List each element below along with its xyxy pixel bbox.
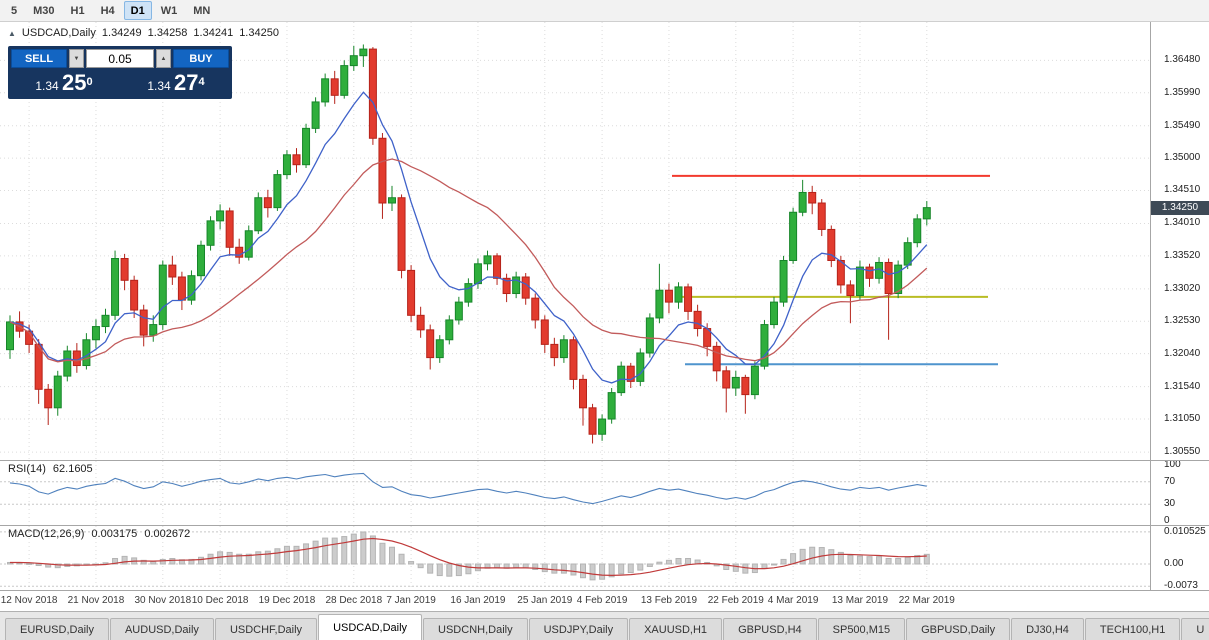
chart-tab-USDJPY-Daily[interactable]: USDJPY,Daily — [528, 618, 629, 640]
chart-tab-GBPUSD-H4[interactable]: GBPUSD,H4 — [723, 618, 817, 640]
date-axis-label: 7 Jan 2019 — [386, 595, 436, 606]
timeframe-button-H4[interactable]: H4 — [100, 4, 115, 17]
chart-window: ▲ USDCAD,Daily 1.34249 1.34258 1.34241 1… — [0, 22, 1209, 611]
pane-separator[interactable] — [0, 460, 1209, 461]
axis-label: 1.33020 — [1164, 282, 1201, 294]
date-axis-label: 22 Feb 2019 — [707, 595, 764, 606]
date-axis-label: 13 Mar 2019 — [831, 595, 889, 606]
chart-tab-U[interactable]: U — [1181, 618, 1209, 640]
axis-label: 1.35990 — [1164, 86, 1201, 98]
timeframe-button-M30[interactable]: M30 — [33, 4, 55, 17]
rsi-label: RSI(14) 62.1605 — [8, 463, 93, 475]
trade-panel-toggle-icon[interactable]: ▲ — [8, 28, 16, 38]
date-axis-label: 4 Feb 2019 — [576, 595, 628, 606]
axis-label: 1.33520 — [1164, 249, 1201, 261]
axis-label: 1.34510 — [1164, 184, 1201, 196]
sell-button[interactable]: SELL — [11, 49, 67, 68]
main-chart-pane: ▲ USDCAD,Daily 1.34249 1.34258 1.34241 1… — [0, 22, 1150, 460]
timeframe-button-5[interactable]: 5 — [11, 4, 18, 17]
date-axis-label: 22 Mar 2019 — [898, 595, 955, 606]
chart-tab-AUDUSD-Daily[interactable]: AUDUSD,Daily — [109, 618, 214, 640]
chart-tab-USDCNH-Daily[interactable]: USDCNH,Daily — [423, 618, 528, 640]
axis-label: 0 — [1164, 515, 1170, 526]
date-axis-label: 25 Jan 2019 — [517, 595, 573, 606]
chart-tab-EURUSD-Daily[interactable]: EURUSD,Daily — [5, 618, 109, 640]
quote-open: 1.34249 — [101, 27, 142, 39]
buy-price[interactable]: 1.34 274 — [147, 70, 205, 95]
chart-tab-USDCHF-Daily[interactable]: USDCHF,Daily — [214, 618, 318, 640]
quote-low: 1.34241 — [193, 27, 234, 39]
candles — [6, 44, 931, 444]
date-axis-label: 19 Dec 2018 — [258, 595, 316, 606]
axis-label: 1.31540 — [1164, 380, 1201, 392]
chart-tab-XAUUSD-H1[interactable]: XAUUSD,H1 — [629, 618, 723, 640]
quote-high: 1.34258 — [147, 27, 188, 39]
macd-chart[interactable] — [0, 526, 1150, 590]
axis-label: 0.00 — [1164, 558, 1184, 569]
chart-tab-bar: EURUSD,Daily AUDUSD,Daily USDCHF,Daily USDC… — [0, 611, 1209, 640]
axis-label: 1.34010 — [1164, 217, 1201, 229]
axis-label: 1.35490 — [1164, 119, 1201, 131]
date-axis-label: 16 Jan 2019 — [450, 595, 506, 606]
rsi-chart[interactable] — [0, 461, 1150, 525]
axis-label: 1.32040 — [1164, 347, 1201, 359]
pane-separator[interactable] — [0, 525, 1209, 526]
date-axis[interactable]: 12 Nov 2018 21 Nov 2018 30 Nov 2018 10 Dec … — [0, 590, 1209, 611]
axis-label: 1.31050 — [1164, 413, 1201, 425]
axis-label: 1.32530 — [1164, 315, 1201, 327]
quote-close: 1.34250 — [239, 27, 279, 39]
chart-tab-SP500-M15[interactable]: SP500,M15 — [817, 618, 906, 640]
date-axis-label: 4 Mar 2019 — [767, 595, 819, 606]
date-axis-label: 10 Dec 2018 — [191, 595, 249, 606]
timeframe-button-H1[interactable]: H1 — [70, 4, 85, 17]
axis-label: 1.30550 — [1164, 446, 1201, 458]
axis-label: 100 — [1164, 459, 1181, 470]
date-axis-label: 13 Feb 2019 — [640, 595, 698, 606]
date-axis-label: 30 Nov 2018 — [134, 595, 192, 606]
rsi-pane: RSI(14) 62.1605 — [0, 461, 1150, 525]
ma-fast-line — [9, 91, 928, 384]
timeframe-button-MN[interactable]: MN — [193, 4, 211, 17]
current-price-badge: 1.34250 — [1151, 200, 1209, 215]
chart-tab-USDCAD-Daily[interactable]: USDCAD,Daily — [318, 614, 423, 640]
axis-label: 1.36480 — [1164, 54, 1201, 66]
buy-button[interactable]: BUY — [173, 49, 229, 68]
timeframe-button-D1[interactable]: D1 — [123, 1, 152, 20]
rsi-line — [9, 472, 927, 505]
macd-pane: MACD(12,26,9) 0.003175 0.002672 — [0, 526, 1150, 590]
chart-tab-TECH100-H1[interactable]: TECH100,H1 — [1084, 618, 1181, 640]
date-axis-label: 12 Nov 2018 — [0, 595, 58, 606]
axis-label: 1.35000 — [1164, 152, 1201, 164]
chart-symbol-label: USDCAD,Daily — [21, 27, 96, 39]
macd-label: MACD(12,26,9) 0.003175 0.002672 — [8, 528, 191, 540]
axis-label: 0.010525 — [1164, 525, 1206, 537]
timeframe-toolbar: 5 M30 H1 H4 D1 W1 MN — [0, 0, 1209, 22]
price-axis[interactable]: 1.34250 1.36480 1.35990 1.35490 1.35000 1.34… — [1150, 22, 1209, 592]
chart-tab-DJ30-H4[interactable]: DJ30,H4 — [1011, 618, 1084, 640]
sell-price[interactable]: 1.34 250 — [35, 70, 93, 95]
volume-decrease-button[interactable]: ▼ — [69, 49, 84, 68]
volume-input[interactable]: 0.05 — [86, 49, 154, 68]
chart-tab-GBPUSD-Daily[interactable]: GBPUSD,Daily — [906, 618, 1011, 640]
timeframe-button-W1[interactable]: W1 — [160, 4, 178, 17]
candlestick-chart[interactable] — [0, 22, 1150, 460]
date-axis-label: 21 Nov 2018 — [67, 595, 125, 606]
macd-signal-line — [10, 537, 927, 577]
one-click-trading-panel: SELL ▼ 0.05 ▲ BUY 1.34 250 1.34 274 — [8, 46, 232, 99]
axis-label: 70 — [1164, 475, 1176, 487]
date-axis-label: 28 Dec 2018 — [325, 595, 383, 606]
volume-increase-button[interactable]: ▲ — [156, 49, 171, 68]
axis-label: -0.0073 — [1164, 580, 1198, 592]
chart-header: ▲ USDCAD,Daily 1.34249 1.34258 1.34241 1… — [8, 27, 279, 39]
ma-slow-line — [9, 158, 928, 363]
axis-label: 30 — [1164, 498, 1176, 510]
